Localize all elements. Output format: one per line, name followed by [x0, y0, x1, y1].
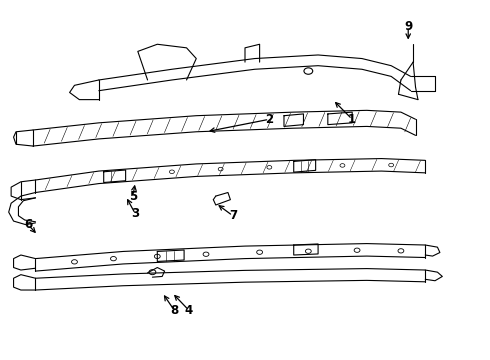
Text: 9: 9 — [404, 20, 413, 33]
Text: 4: 4 — [185, 304, 193, 317]
Text: 3: 3 — [131, 207, 140, 220]
Text: 7: 7 — [229, 209, 237, 222]
Text: 5: 5 — [129, 190, 137, 203]
Text: 1: 1 — [348, 113, 356, 126]
Text: 2: 2 — [265, 113, 273, 126]
Text: 6: 6 — [24, 218, 32, 231]
Text: 8: 8 — [170, 304, 178, 317]
